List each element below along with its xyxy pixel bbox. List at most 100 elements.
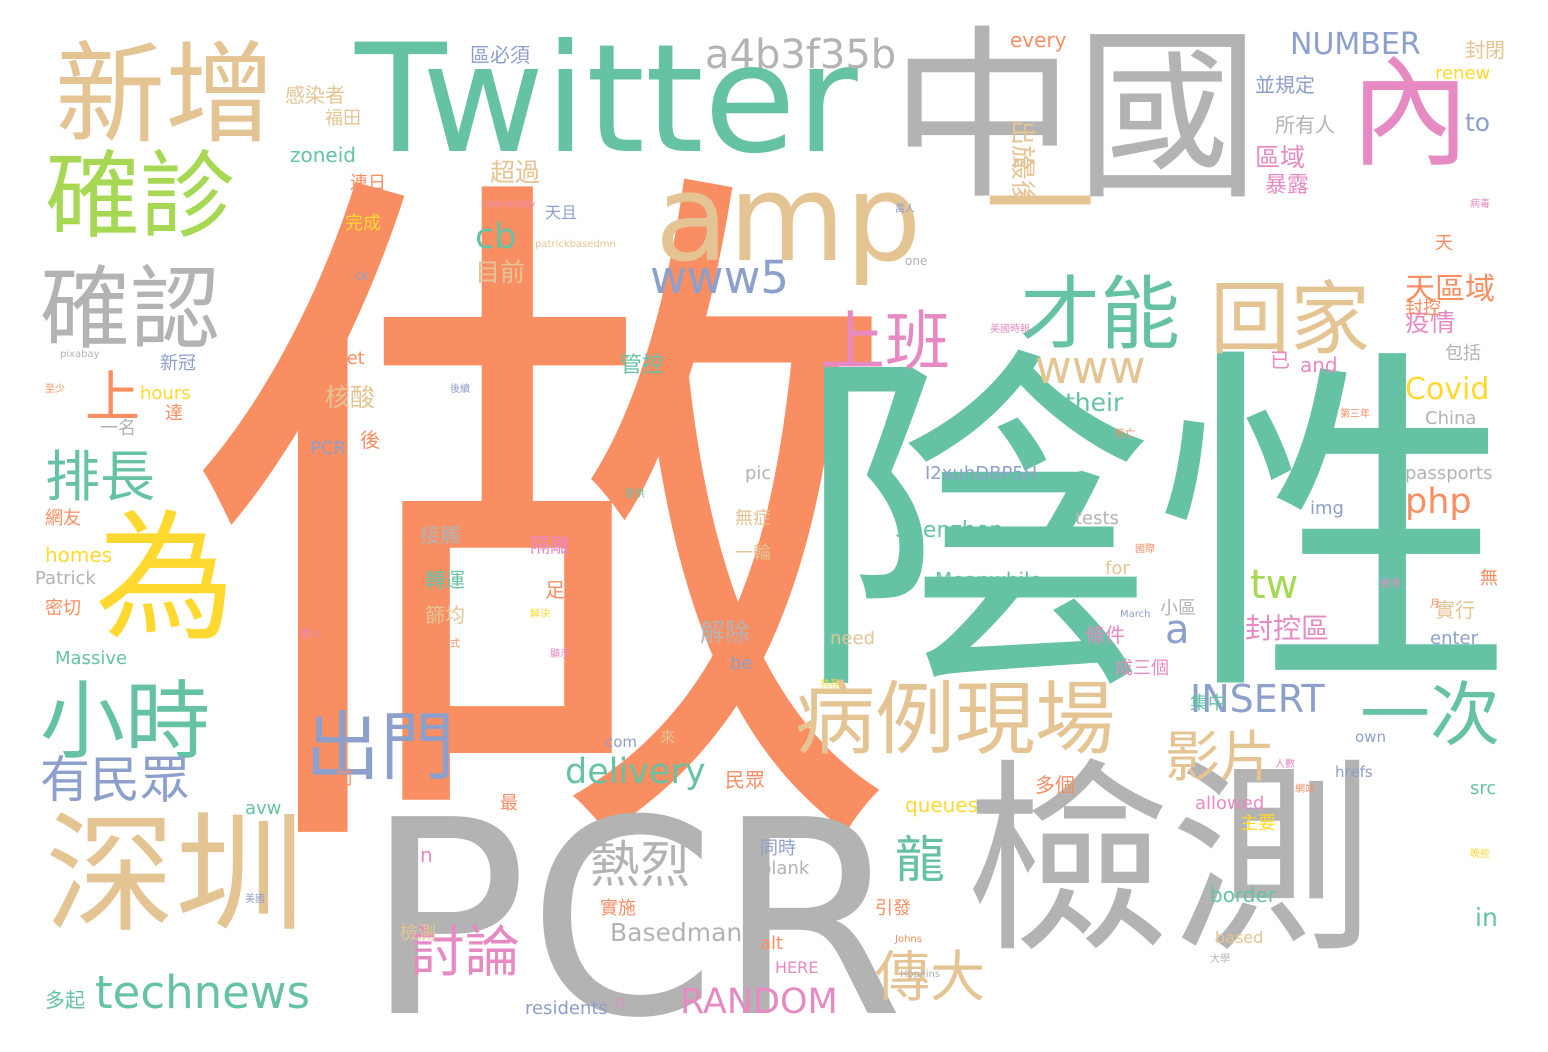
word-54: 所有人: [1275, 113, 1335, 137]
word-25: 有民眾: [40, 751, 190, 809]
word-15: 才能: [1020, 268, 1180, 361]
word-34: 傳大: [875, 945, 986, 1009]
word-16: 回家: [1210, 273, 1370, 366]
word-117: 民眾: [725, 768, 765, 792]
word-31: technews: [95, 966, 311, 1019]
word-93: for: [1105, 558, 1130, 579]
word-107: need: [830, 628, 875, 649]
word-1: 陰性: [795, 320, 1515, 739]
word-90: 無症: [735, 508, 771, 529]
word-113: src: [1470, 778, 1497, 799]
word-98: 條件: [1085, 623, 1125, 647]
word-55: to: [1465, 108, 1491, 137]
word-81: tests: [1075, 508, 1119, 529]
word-36: INSERT: [1190, 677, 1325, 721]
word-11: 確診: [45, 142, 236, 252]
word-128: alt: [760, 933, 784, 954]
word-79: I2xuhDBP5H: [925, 463, 1038, 484]
word-66: 員: [635, 393, 655, 417]
word-76: 一名: [100, 418, 136, 439]
word-74: 新冠: [160, 353, 196, 374]
word-29: 熱烈: [590, 836, 690, 894]
word-124: 引發: [875, 898, 911, 919]
word-40: Covid: [1405, 372, 1490, 407]
word-77: PCR: [310, 438, 346, 459]
word-125: border: [1210, 883, 1277, 907]
word-162: 美國: [245, 894, 265, 905]
word-37: php: [1405, 482, 1472, 522]
word-33: 討論: [410, 920, 521, 984]
word-141: pixabay: [60, 349, 100, 360]
word-8: 內: [1350, 45, 1470, 184]
word-164: 月: [1430, 599, 1440, 610]
word-48: 超過: [490, 158, 541, 187]
word-20: 出門: [305, 703, 456, 791]
word-149: 國際: [1135, 544, 1155, 555]
word-24: 排長: [45, 445, 156, 509]
word-61: 福田: [325, 108, 361, 129]
word-135: n: [420, 843, 433, 867]
word-12: 確認: [40, 257, 220, 362]
word-101: 網友: [45, 508, 81, 529]
word-69: and: [1300, 353, 1338, 377]
word-38: tw: [1250, 562, 1299, 608]
word-102: homes: [45, 543, 113, 567]
word-63: 連日: [350, 173, 386, 194]
word-85: 轉運: [425, 568, 465, 592]
word-136: 天: [1435, 233, 1453, 254]
word-109: com: [605, 733, 638, 751]
word-17: 上班: [820, 305, 951, 380]
word-129: HERE: [775, 958, 819, 977]
word-82: img: [1310, 498, 1344, 519]
word-167: 病毒: [1470, 199, 1490, 210]
word-88: 隔離: [530, 533, 570, 557]
word-103: Patrick: [35, 568, 96, 589]
word-161: 萬人: [895, 204, 915, 215]
word-142: March: [1120, 609, 1151, 620]
word-158: 模式: [440, 639, 460, 650]
word-143: Johns: [895, 934, 922, 945]
word-151: 大學: [1210, 954, 1230, 965]
word-27: cb: [475, 217, 517, 257]
word-87: 解除: [700, 618, 751, 647]
word-46: 核酸: [325, 383, 376, 412]
word-131: 多起: [45, 988, 85, 1012]
word-73: hours: [140, 383, 191, 404]
word-126: 實施: [600, 898, 636, 919]
word-52: 暴露: [1265, 173, 1310, 198]
word-132: residents: [525, 998, 608, 1019]
word-91: 一輪: [735, 543, 771, 564]
word-99: 成三個: [1115, 658, 1169, 679]
word-145: University: [485, 199, 536, 210]
word-59: 區必須: [470, 43, 530, 67]
word-112: hrefs: [1335, 763, 1373, 781]
word-3: 檢測: [965, 743, 1375, 981]
word-121: 主要: [1240, 813, 1276, 834]
word-155: 死亡: [1115, 429, 1135, 440]
word-108: be: [730, 653, 753, 674]
word-80: passports: [1405, 463, 1493, 484]
word-71: China: [1425, 408, 1477, 429]
word-120: allowed: [1195, 793, 1265, 814]
word-111: own: [1355, 728, 1386, 746]
word-53: 並規定: [1255, 73, 1315, 97]
word-42: 天區域: [1405, 272, 1495, 307]
word-0: 做: [190, 117, 900, 943]
word-41: NUMBER: [1290, 27, 1421, 62]
word-165: 顯示: [550, 649, 570, 660]
word-95: 無: [1480, 568, 1498, 589]
word-140: ck: [355, 269, 369, 283]
word-78: 後: [360, 428, 380, 452]
word-154: 人數: [1275, 759, 1295, 770]
word-148: 提供: [625, 489, 645, 500]
word-122: 同時: [760, 838, 796, 859]
word-144: Hopkins: [900, 969, 941, 980]
word-6: Twitter: [355, 13, 858, 187]
word-19: 一次: [1360, 674, 1500, 756]
word-65: 管控: [620, 353, 665, 378]
word-116: 最: [500, 793, 518, 814]
word-7: amp: [655, 150, 922, 289]
word-47: 目前: [475, 258, 526, 287]
word-114: avw: [245, 798, 282, 819]
